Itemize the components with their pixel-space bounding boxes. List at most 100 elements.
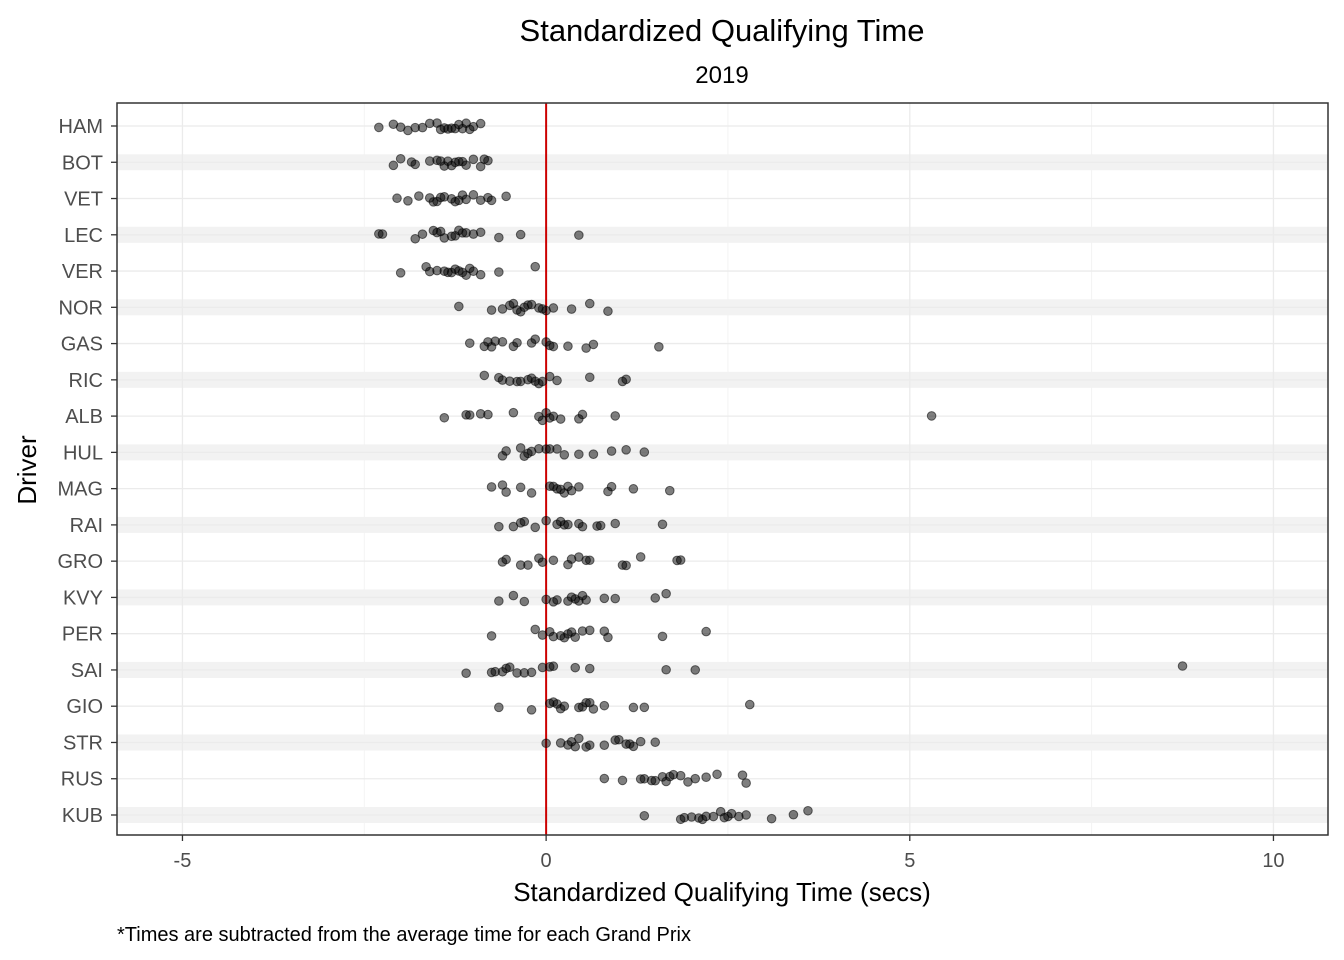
data-point [414,191,424,201]
series-bot [388,153,493,172]
data-point [559,449,570,460]
data-point [599,593,610,604]
data-point [475,227,486,238]
x-tick-label: -5 [174,850,192,872]
data-point [603,632,613,643]
series-gio [494,697,755,715]
data-point [512,337,522,348]
chart-subtitle: 2019 [695,62,748,89]
data-point [501,554,511,565]
data-point [468,190,479,200]
series-vet [392,190,511,207]
data-point [614,734,624,745]
data-point [584,625,595,636]
data-point [486,482,497,492]
data-point [439,233,450,243]
data-point [457,267,468,278]
data-point [494,521,504,532]
panel-border [116,102,1329,836]
x-tick-label: 10 [1262,850,1284,872]
data-point [650,737,661,748]
data-point [534,553,544,564]
data-point [639,447,650,457]
data-point [621,374,631,385]
y-axis-title: Driver [12,435,42,505]
data-point [410,159,421,170]
series-ver [395,261,541,280]
data-point [501,446,511,456]
y-tick-label: ALB [65,406,103,428]
data-point [552,519,562,530]
data-point [599,700,610,711]
data-point [530,261,541,272]
data-point [523,300,533,310]
data-point [570,741,581,752]
data-point [508,298,519,309]
data-point [552,375,562,386]
y-tick-label: KVY [63,587,103,609]
y-tick-label: VER [62,261,103,283]
data-point [599,773,610,784]
series-ham [374,118,486,136]
series-gas [464,334,664,353]
data-point [530,522,541,533]
data-point [450,123,461,134]
data-point [526,488,537,498]
data-point [654,342,664,352]
data-point [588,339,599,350]
data-point [541,738,551,749]
data-point [610,518,621,529]
data-point [548,661,559,672]
data-point [388,160,399,171]
data-point [552,484,562,494]
data-point [508,590,519,601]
data-point [606,446,617,456]
data-point [563,341,573,352]
y-tick-label: VET [64,189,103,211]
y-tick-label: NOR [59,297,103,319]
data-point [548,555,559,566]
data-point [574,449,584,460]
data-point [610,593,621,604]
series-gro [497,552,686,571]
data-point [661,664,671,675]
series-lec [374,225,584,244]
data-point [530,334,541,344]
data-point [417,122,428,133]
data-point [483,409,493,420]
y-tick-label: RIC [69,370,103,392]
data-point [424,118,435,129]
data-point [523,560,533,570]
data-point [639,810,650,821]
data-point [519,516,530,527]
y-tick-label: RUS [61,769,103,791]
data-point [501,663,511,674]
series-alb [439,407,937,426]
data-point [443,267,453,278]
data-point [574,482,584,492]
plot-panel: HAM BOT VET LEC VER NOR GAS RIC ALB HUL MAG RAI GRO K… [57,102,1329,872]
series-ric [479,370,631,389]
y-tick-label: PER [62,624,103,646]
data-point [486,195,497,206]
series-sai [461,661,1188,678]
data-point [803,805,813,816]
data-point [526,667,537,678]
data-point [708,811,719,822]
data-point [548,303,559,313]
series-per [486,624,711,643]
data-point [788,809,799,820]
data-point [595,520,606,531]
data-point [621,445,631,455]
data-point [650,593,661,603]
data-point [537,376,548,387]
data-point [555,414,566,424]
data-point [552,595,562,605]
data-point [526,373,537,384]
series-rai [494,515,668,533]
data-point [563,519,573,530]
data-point [508,407,519,418]
data-point [766,813,777,824]
series-hul [497,443,650,461]
